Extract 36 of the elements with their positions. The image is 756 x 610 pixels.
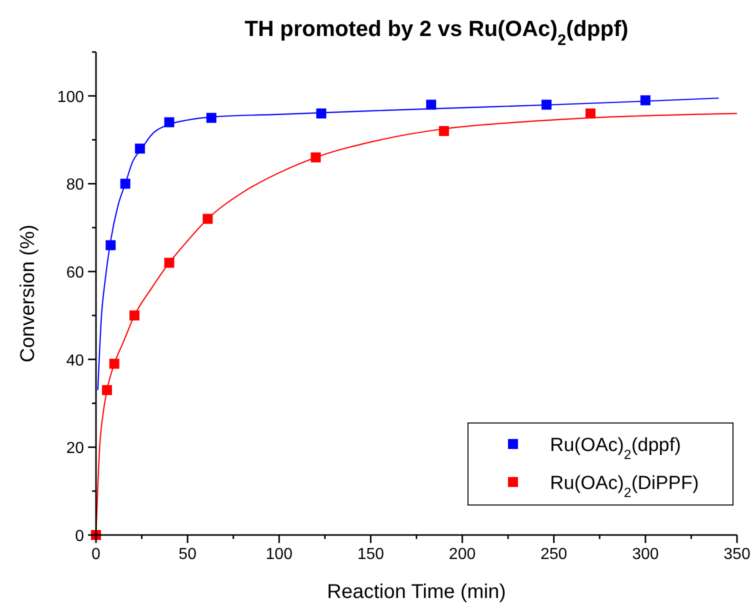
y-tick-label: 40 bbox=[66, 352, 84, 370]
y-tick-label: 80 bbox=[66, 176, 84, 194]
y-tick-label: 60 bbox=[66, 264, 84, 282]
legend-label: Ru(OAc)$_{2}$(DiPPF) bbox=[550, 473, 699, 500]
x-tick-label: 0 bbox=[92, 546, 101, 563]
y-tick-label: 20 bbox=[66, 440, 84, 458]
x-tick-label: 150 bbox=[357, 546, 384, 563]
point bbox=[310, 152, 321, 162]
point bbox=[585, 108, 596, 118]
x-axis-title: Reaction Time (min) bbox=[327, 581, 506, 603]
point bbox=[164, 117, 174, 128]
point bbox=[134, 144, 145, 154]
point bbox=[120, 178, 130, 189]
point bbox=[109, 358, 120, 369]
point bbox=[438, 126, 449, 136]
point bbox=[202, 214, 213, 224]
x-tick-label: 200 bbox=[448, 546, 476, 563]
y-tick-label: 0 bbox=[75, 528, 84, 545]
point bbox=[129, 310, 140, 320]
chart-title: TH promoted by 2 vs Ru(OAc)$_{2}$(dppf) bbox=[244, 16, 628, 48]
point bbox=[164, 258, 174, 268]
point bbox=[542, 100, 552, 110]
point bbox=[106, 240, 116, 250]
point bbox=[640, 95, 650, 106]
legend-label: Ru(OAc)$_{2}$(dppf) bbox=[550, 435, 681, 462]
y-tick-label: 100 bbox=[57, 88, 84, 106]
x-tick-label: 50 bbox=[178, 546, 197, 563]
x-tick-label: 100 bbox=[266, 546, 293, 563]
x-tick-label: 300 bbox=[632, 546, 659, 563]
point bbox=[316, 108, 326, 118]
y-axis-title: Conversion (%) bbox=[17, 224, 39, 362]
point bbox=[206, 112, 216, 123]
point bbox=[102, 385, 112, 396]
x-tick-label: 350 bbox=[724, 546, 750, 563]
x-tick-label: 250 bbox=[540, 546, 568, 563]
point bbox=[426, 100, 436, 110]
